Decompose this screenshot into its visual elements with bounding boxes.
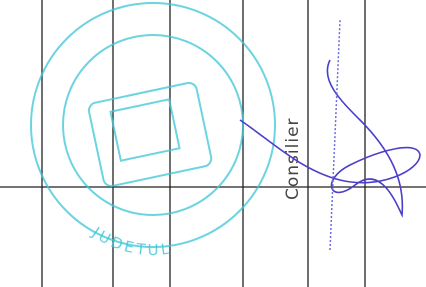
stamp-inner-ring <box>63 35 243 215</box>
stamp-text: JUDETUL <box>88 223 173 259</box>
stamp-text-path: JUDETUL <box>88 223 173 259</box>
stamp-emblem-inner <box>110 99 179 160</box>
stamp-emblem <box>87 81 212 187</box>
signature-stamp-line <box>330 20 340 250</box>
scan: JUDETUL Consilier <box>0 0 426 287</box>
stamp-outer-ring <box>31 3 275 247</box>
page: JUDETUL Consilier (() => { const data = … <box>0 0 426 287</box>
stamp <box>31 3 275 247</box>
